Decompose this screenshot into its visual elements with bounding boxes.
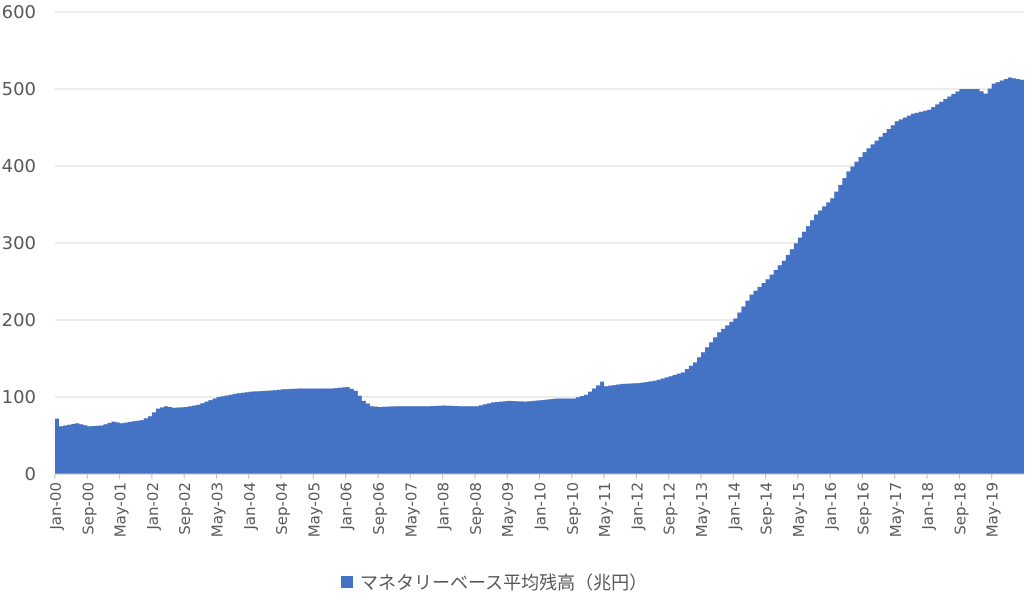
x-axis: Jan-00 Sep-00 May-01 Jan-02 Sep-02 May-03 Jan-… <box>47 473 1024 537</box>
x-tick-label: May-09 <box>499 482 517 537</box>
x-tick-label: May-01 <box>112 482 130 537</box>
x-tick-label: Sep-04 <box>273 482 291 535</box>
legend-swatch <box>341 576 353 588</box>
y-tick-label: 400 <box>2 156 36 177</box>
plot-area <box>55 77 1024 474</box>
x-tick-label: May-13 <box>693 482 711 537</box>
x-tick-label: Jan-00 <box>47 482 65 531</box>
y-tick-label: 600 <box>2 2 36 23</box>
x-tick-label: May-15 <box>790 482 808 537</box>
x-tick-label: May-11 <box>596 482 614 537</box>
y-tick-label: 0 <box>25 464 36 485</box>
x-tick-label: Jan-18 <box>919 482 937 531</box>
area-series <box>55 77 1024 474</box>
y-tick-label: 300 <box>2 233 36 254</box>
x-tick-label: Jan-06 <box>338 482 356 531</box>
y-tick-label: 200 <box>2 310 36 331</box>
x-tick-label: Jan-14 <box>725 482 743 531</box>
x-tick-label: Jan-02 <box>144 482 162 531</box>
x-tick-label: Jan-16 <box>822 482 840 531</box>
x-tick-label: May-17 <box>887 482 905 537</box>
y-axis: 0 100 200 300 400 500 600 <box>2 2 36 485</box>
x-tick-label: May-19 <box>984 482 1002 537</box>
x-tick-label: Sep-08 <box>467 482 485 535</box>
x-tick-label: Sep-10 <box>564 482 582 535</box>
x-tick-label: May-07 <box>402 482 420 537</box>
x-tick-label: Jan-10 <box>532 482 550 531</box>
legend-label: マネタリーベース平均残高（兆円） <box>360 573 647 594</box>
x-tick-label: May-03 <box>209 482 227 537</box>
y-tick-label: 500 <box>2 79 36 100</box>
x-tick-label: Sep-18 <box>951 482 969 535</box>
x-tick-label: Jan-12 <box>628 482 646 531</box>
x-tick-label: Sep-16 <box>855 482 873 535</box>
x-tick-label: May-05 <box>305 482 323 537</box>
x-tick-label: Jan-08 <box>435 482 453 531</box>
y-tick-label: 100 <box>2 387 36 408</box>
legend: マネタリーベース平均残高（兆円） <box>341 573 647 594</box>
x-tick-label: Sep-12 <box>661 482 679 535</box>
x-tick-label: Sep-00 <box>79 482 97 535</box>
x-tick-label: Jan-04 <box>241 482 259 531</box>
x-tick-label: Sep-06 <box>370 482 388 535</box>
x-tick-label: Sep-14 <box>758 482 776 535</box>
x-tick-label: Sep-02 <box>176 482 194 535</box>
